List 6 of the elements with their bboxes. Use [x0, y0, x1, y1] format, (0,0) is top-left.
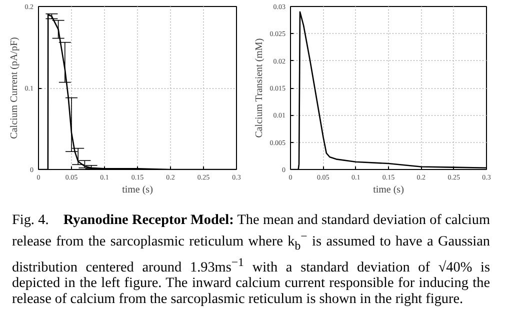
- y-axis-title: Calcium Transient (mM): [254, 38, 265, 138]
- y-axis-title: Calcium Current (pA/pF): [8, 37, 20, 139]
- text: Ryanodine Receptor Model:: [63, 212, 234, 228]
- x-axis-title: time (s): [373, 184, 404, 196]
- caption: Fig. 4.: [12, 212, 49, 228]
- x-axis-title: time (s): [122, 184, 153, 196]
